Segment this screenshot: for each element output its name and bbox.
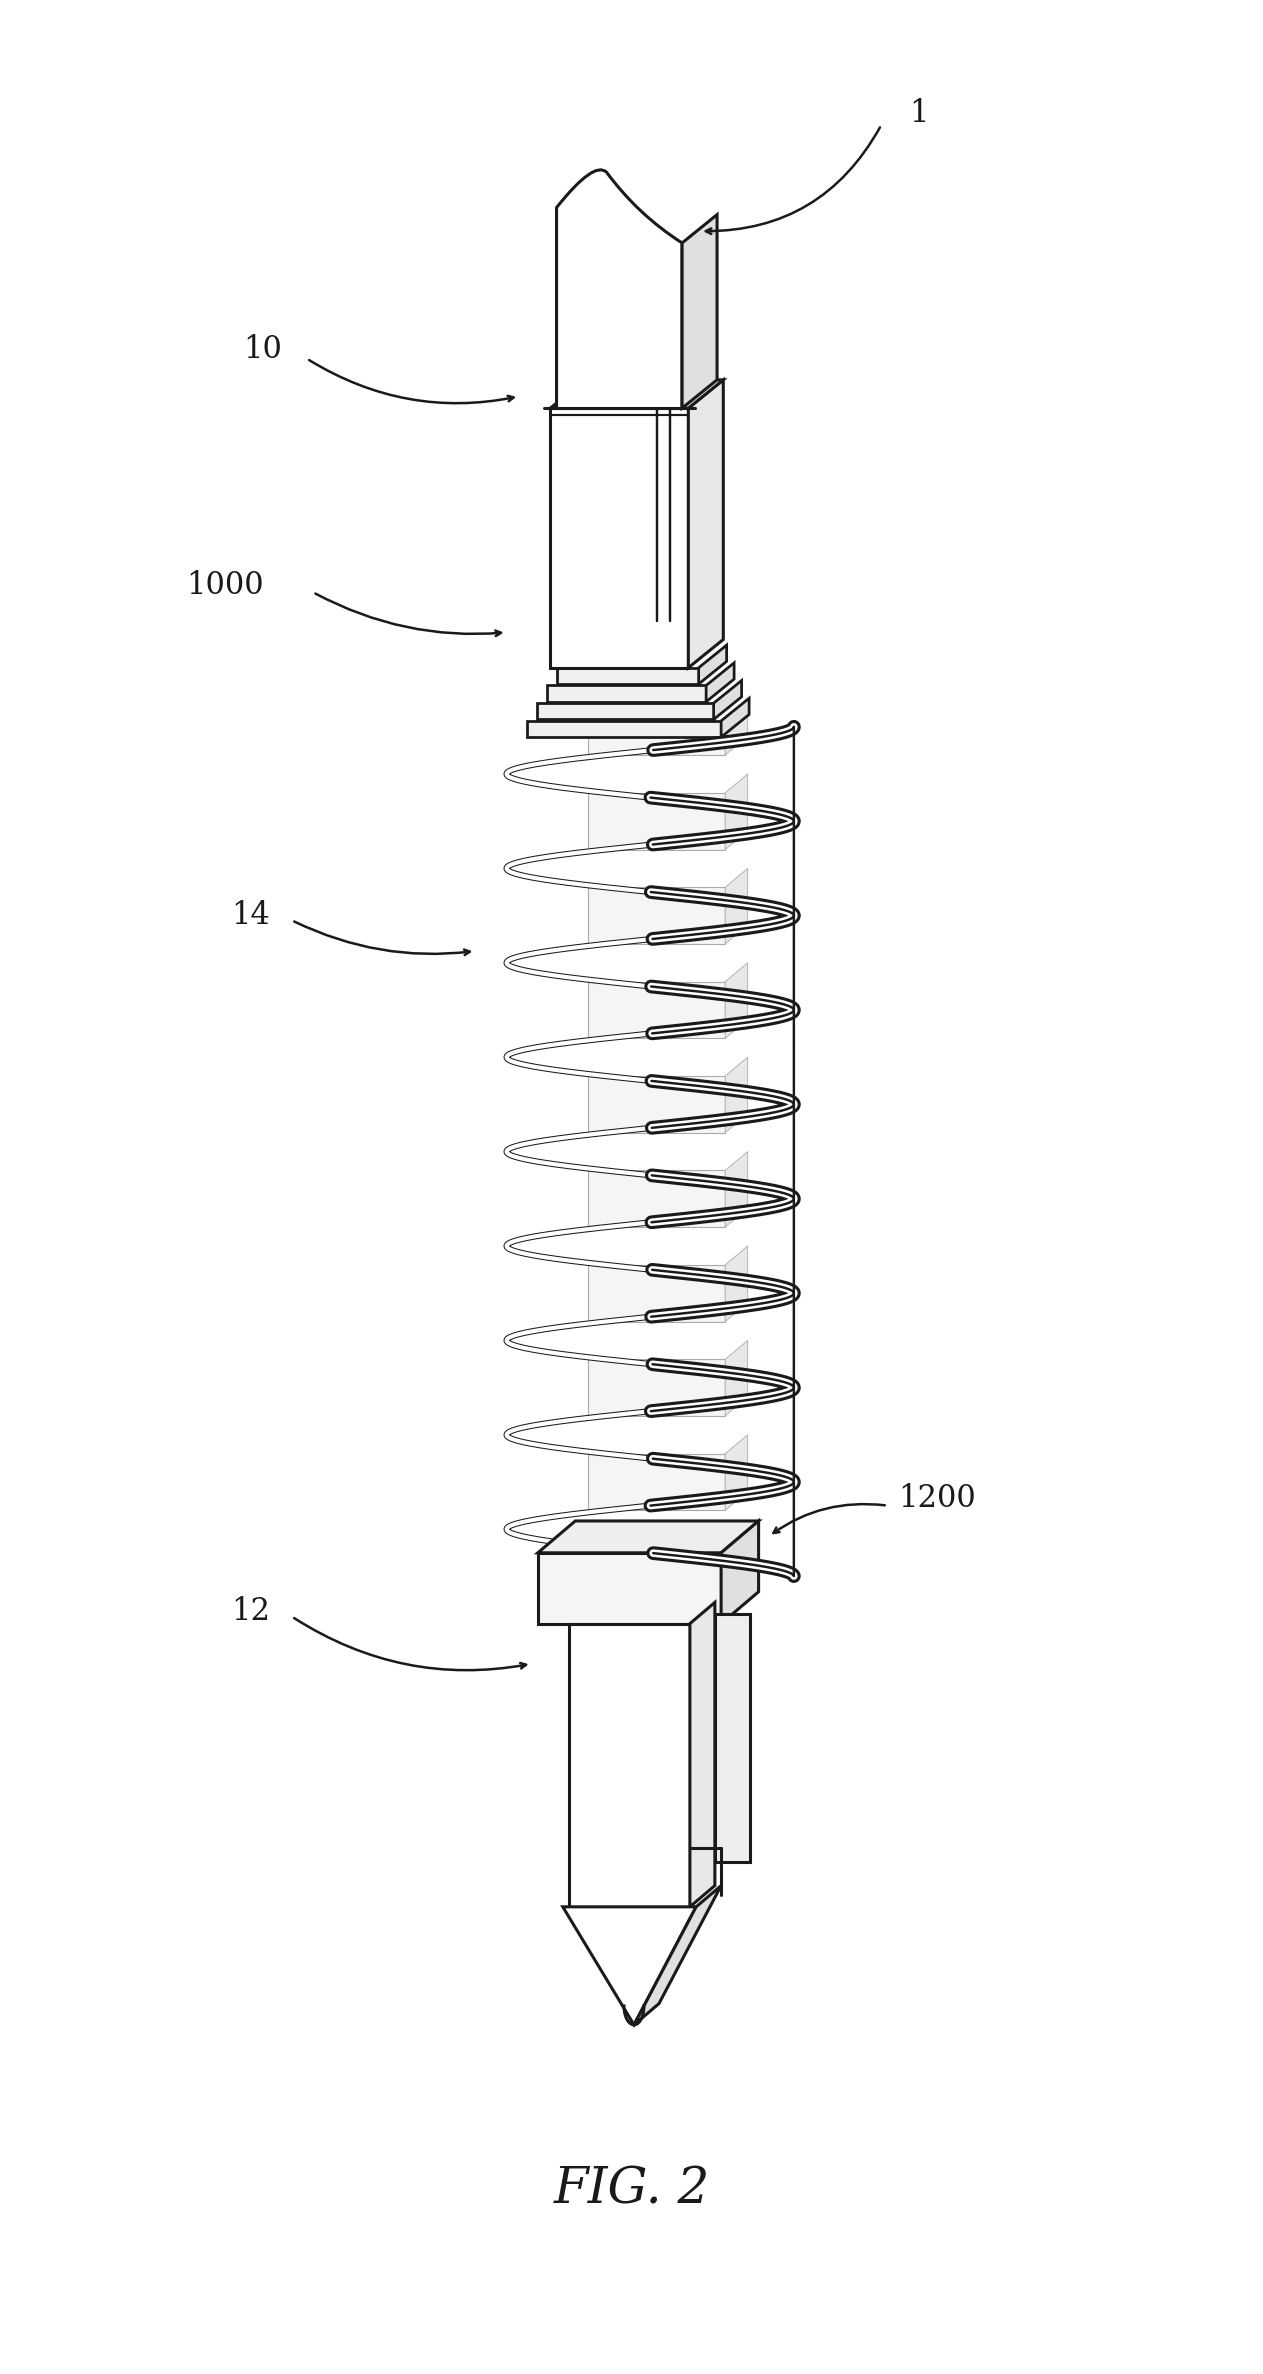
Polygon shape	[725, 1434, 748, 1510]
Polygon shape	[725, 1246, 748, 1322]
Polygon shape	[715, 1614, 750, 1861]
Polygon shape	[587, 1075, 725, 1132]
Polygon shape	[587, 793, 725, 850]
Polygon shape	[547, 686, 706, 703]
Polygon shape	[587, 983, 725, 1037]
Polygon shape	[551, 408, 688, 667]
Text: 12: 12	[231, 1595, 270, 1626]
Polygon shape	[587, 1360, 725, 1415]
Polygon shape	[682, 214, 717, 408]
Text: 1: 1	[909, 97, 928, 128]
Polygon shape	[587, 1548, 725, 1576]
Polygon shape	[725, 1151, 748, 1227]
Polygon shape	[714, 681, 741, 719]
Polygon shape	[706, 662, 734, 703]
Polygon shape	[688, 380, 724, 667]
Polygon shape	[725, 964, 748, 1037]
Polygon shape	[721, 1522, 759, 1624]
PathPatch shape	[557, 171, 682, 408]
Polygon shape	[563, 1906, 696, 2025]
Polygon shape	[587, 1170, 725, 1227]
Polygon shape	[725, 1056, 748, 1132]
Polygon shape	[725, 1341, 748, 1415]
Text: 14: 14	[231, 900, 270, 931]
Polygon shape	[557, 667, 698, 684]
Polygon shape	[690, 1602, 715, 1906]
Polygon shape	[587, 888, 725, 945]
Polygon shape	[538, 1553, 721, 1624]
Polygon shape	[587, 1453, 725, 1510]
Text: 10: 10	[244, 335, 283, 366]
Polygon shape	[725, 869, 748, 945]
Polygon shape	[725, 707, 748, 755]
Polygon shape	[538, 1522, 759, 1553]
Polygon shape	[725, 774, 748, 850]
Polygon shape	[570, 1624, 690, 1906]
Text: 1000: 1000	[187, 570, 264, 601]
Polygon shape	[527, 722, 721, 738]
Polygon shape	[721, 698, 749, 738]
Polygon shape	[587, 1265, 725, 1322]
Text: 1200: 1200	[899, 1484, 976, 1515]
Polygon shape	[587, 726, 725, 755]
Polygon shape	[551, 380, 724, 408]
Text: FIG. 2: FIG. 2	[553, 2165, 710, 2215]
Polygon shape	[537, 703, 714, 719]
Polygon shape	[725, 1529, 748, 1576]
Polygon shape	[634, 1885, 721, 2025]
Polygon shape	[698, 646, 726, 684]
